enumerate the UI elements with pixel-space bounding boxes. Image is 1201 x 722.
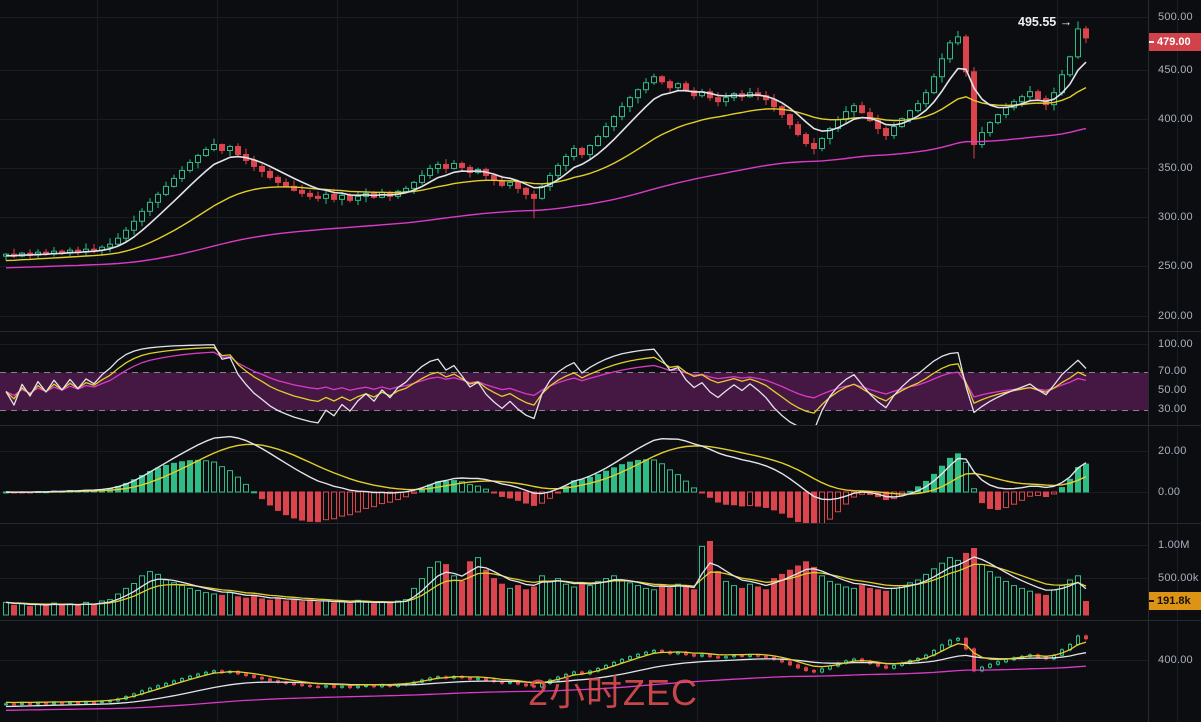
badge-tick-dash xyxy=(1149,41,1154,43)
last-price-badge: 479.00 xyxy=(1149,33,1201,51)
high-price-annotation: 495.55 → xyxy=(1018,15,1073,29)
axis-tick: 1.00M xyxy=(1158,539,1190,551)
current-volume-value: 191.8k xyxy=(1157,595,1191,607)
vertical-gridline xyxy=(577,0,578,722)
axis-tick: 250.00 xyxy=(1158,260,1193,272)
axis-tick: 200.00 xyxy=(1158,310,1193,322)
horizontal-gridline xyxy=(0,17,1148,18)
horizontal-gridline xyxy=(0,660,1148,661)
axis-tick: 30.00 xyxy=(1158,403,1187,415)
main-chart-panel[interactable] xyxy=(0,0,1148,331)
axis-tick: 100.00 xyxy=(1158,338,1193,350)
horizontal-gridline xyxy=(0,70,1148,71)
badge-tick-dash xyxy=(1149,600,1154,602)
volume-panel[interactable] xyxy=(0,523,1148,620)
axis-tick: 450.00 xyxy=(1158,64,1193,76)
horizontal-gridline xyxy=(0,578,1148,579)
last-price-value: 479.00 xyxy=(1157,36,1191,48)
axis-tick: 300.00 xyxy=(1158,211,1193,223)
axis-tick: 50.00 xyxy=(1158,384,1187,396)
vertical-gridline xyxy=(1177,0,1178,722)
horizontal-gridline xyxy=(0,545,1148,546)
axis-tick: 350.00 xyxy=(1158,162,1193,174)
axis-tick: 400.00 xyxy=(1158,113,1193,125)
axis-tick: 400.00 xyxy=(1158,654,1193,666)
vertical-gridline xyxy=(817,0,818,722)
vertical-gridline xyxy=(457,0,458,722)
panel-separator[interactable] xyxy=(0,620,1201,621)
vertical-gridline xyxy=(1057,0,1058,722)
axis-tick: 20.00 xyxy=(1158,445,1187,457)
vertical-gridline xyxy=(337,0,338,722)
horizontal-gridline xyxy=(0,316,1148,317)
axis-tick: 500.00k xyxy=(1158,572,1199,584)
vertical-gridline xyxy=(697,0,698,722)
price-axis[interactable]: 500.00 450.00 400.00 350.00 300.00 250.0… xyxy=(1148,0,1201,722)
horizontal-gridline xyxy=(0,344,1148,345)
panel-separator[interactable] xyxy=(0,523,1201,524)
vertical-gridline xyxy=(937,0,938,722)
axis-tick: 500.00 xyxy=(1158,11,1193,23)
panel-separator[interactable] xyxy=(0,425,1201,426)
panel-separator[interactable] xyxy=(0,331,1201,332)
symbol-watermark: 2小时ZEC xyxy=(528,672,699,713)
mini-chart-panel[interactable] xyxy=(0,620,1148,722)
horizontal-gridline xyxy=(0,451,1148,452)
vertical-gridline xyxy=(217,0,218,722)
macd-panel[interactable] xyxy=(0,425,1148,523)
current-volume-badge: 191.8k xyxy=(1149,592,1201,610)
horizontal-gridline xyxy=(0,266,1148,267)
rsi-panel[interactable] xyxy=(0,331,1148,425)
vertical-gridline xyxy=(97,0,98,722)
axis-tick: 70.00 xyxy=(1158,365,1187,377)
horizontal-gridline xyxy=(0,119,1148,120)
horizontal-gridline xyxy=(0,217,1148,218)
axis-tick: 0.00 xyxy=(1158,486,1181,498)
